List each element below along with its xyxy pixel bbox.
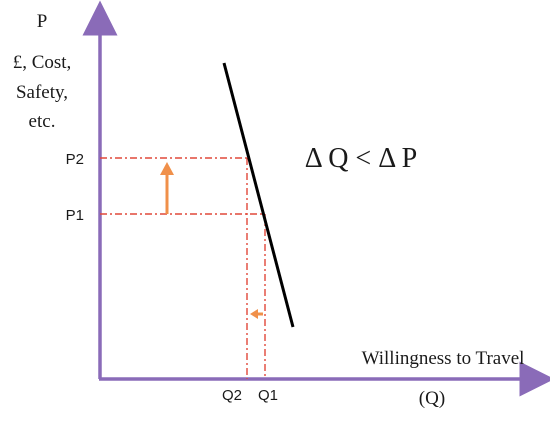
delta-annotation: Δ Q < Δ P [305,143,418,174]
quantity-decrease-arrow [250,309,263,319]
p2-label: P2 [66,151,84,168]
y-axis-symbol: P [37,11,48,32]
y-axis-label-line1: £, Cost, [13,52,72,73]
q1-label: Q1 [258,387,278,404]
q2-label: Q2 [222,387,242,404]
x-axis-title: Willingness to Travel [362,348,525,369]
x-axis-symbol: (Q) [419,388,445,409]
price-increase-arrow [160,162,174,214]
y-axis-label-line3: etc. [29,111,56,132]
demand-curve [222,62,295,328]
y-axis-label-line2: Safety, [16,82,68,103]
p1-label: P1 [66,207,84,224]
